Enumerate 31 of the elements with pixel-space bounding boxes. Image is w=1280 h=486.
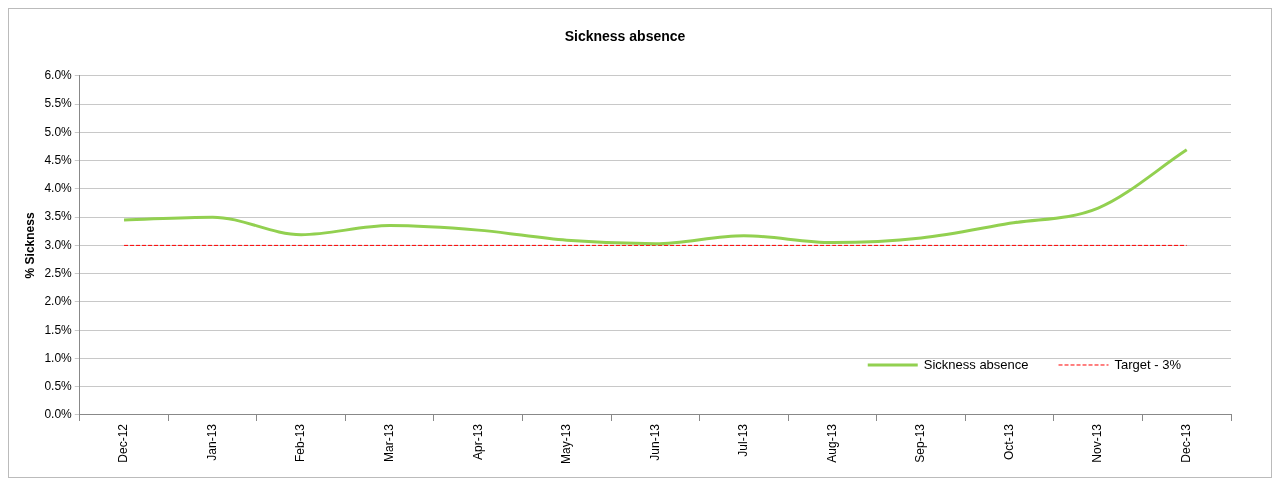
x-tick-label: Sep-13: [913, 423, 928, 463]
y-tick-label: 0.5%: [44, 379, 73, 394]
chart-title: Sickness absence: [564, 28, 686, 45]
x-tick-label: Feb-13: [293, 423, 308, 463]
y-tick-label: 2.0%: [44, 294, 73, 309]
x-tick-label: Dec-13: [1179, 423, 1194, 463]
x-tick-label: Aug-13: [824, 423, 839, 463]
x-tick-label: Jun-13: [647, 423, 662, 461]
y-tick-label: 2.5%: [44, 265, 73, 280]
y-axis-title: % Sickness: [22, 212, 37, 279]
y-tick-label: 6.0%: [44, 68, 73, 83]
x-tick-label: Nov-13: [1090, 423, 1105, 463]
y-tick-label: 4.0%: [44, 181, 73, 196]
x-tick-label: Mar-13: [382, 423, 397, 462]
y-tick-label: 5.5%: [44, 96, 73, 111]
y-tick-label: 4.5%: [44, 152, 73, 167]
x-tick-label: May-13: [559, 423, 574, 464]
y-tick-label: 3.0%: [44, 237, 73, 252]
legend-label: Target - 3%: [1114, 356, 1182, 372]
y-tick-label: 0.0%: [44, 407, 73, 422]
x-tick-label: Dec-12: [116, 423, 131, 463]
line-series: [122, 148, 1189, 246]
x-tick-label: Apr-13: [470, 423, 485, 461]
legend-label: Sickness absence: [923, 356, 1029, 372]
x-tick-label: Jan-13: [204, 423, 219, 461]
x-tick-label: Jul-13: [736, 423, 751, 457]
y-tick-label: 5.0%: [44, 124, 73, 139]
y-tick-label: 1.0%: [44, 350, 73, 365]
y-tick-label: 3.5%: [44, 209, 73, 224]
y-tick-label: 1.5%: [44, 322, 73, 337]
x-tick-label: Oct-13: [1001, 423, 1016, 460]
